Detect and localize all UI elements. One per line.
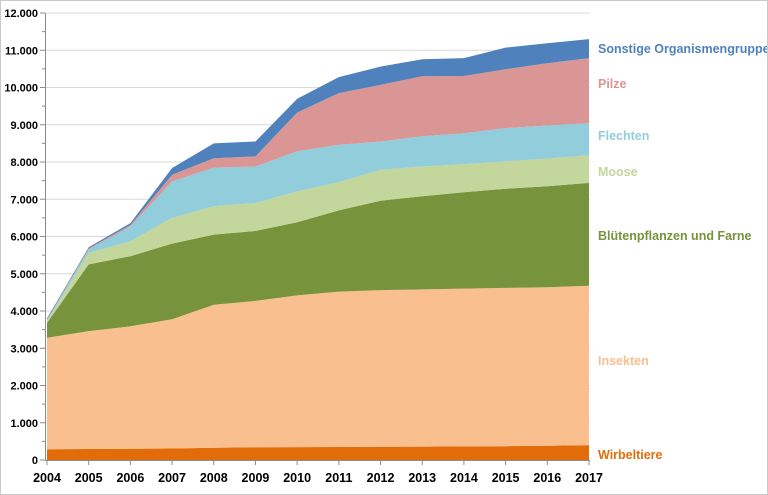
area-pilze xyxy=(47,58,589,321)
x-tick-label: 2006 xyxy=(116,471,144,485)
legend-label-insekten: Insekten xyxy=(598,354,649,368)
x-tick-label: 2008 xyxy=(200,471,228,485)
area-bl-tenpflanzen-und-farne xyxy=(47,182,589,338)
x-tick-label: 2009 xyxy=(242,471,270,485)
legend-label-pilze: Pilze xyxy=(598,77,627,91)
y-tick-label: 0 xyxy=(32,455,38,467)
x-tick-label: 2007 xyxy=(158,471,186,485)
x-tick-label: 2017 xyxy=(575,471,603,485)
y-tick-label: 6.000 xyxy=(10,232,38,244)
axes xyxy=(45,13,590,461)
area-wirbeltiere xyxy=(47,445,589,460)
x-tick-label: 2004 xyxy=(33,471,61,485)
x-tick-label: 2014 xyxy=(450,471,478,485)
x-tick-label: 2011 xyxy=(325,471,352,485)
x-tick-label: 2012 xyxy=(367,471,395,485)
x-tick-label: 2005 xyxy=(75,471,103,485)
y-tick-label: 3.000 xyxy=(10,343,38,355)
y-tick-label: 8.000 xyxy=(10,157,38,169)
y-ticks-and-labels: 0 1.000 2.000 3.000 4.000 5.000 6.000 7.000 8.00… xyxy=(4,8,45,467)
y-tick-label: 7.000 xyxy=(10,194,38,206)
x-tick-label: 2016 xyxy=(533,471,561,485)
area-flechten xyxy=(47,123,589,322)
legend-label-sonstige-organismengruppen: Sonstige Organismengruppen xyxy=(598,42,768,56)
legend-label-wirbeltiere: Wirbeltiere xyxy=(598,448,663,462)
area-series xyxy=(47,39,589,460)
area-insekten xyxy=(47,285,589,450)
y-tick-label: 12.000 xyxy=(4,8,38,20)
area-moose xyxy=(47,155,589,323)
y-tick-label: 4.000 xyxy=(10,306,38,318)
x-tick-label: 2013 xyxy=(408,471,436,485)
y-tick-label: 9.000 xyxy=(10,120,38,132)
x-tick-label: 2015 xyxy=(492,471,520,485)
legend-label-flechten: Flechten xyxy=(598,129,650,143)
legend-label-bluetenpflanzen-und-farne: Blütenpflanzen und Farne xyxy=(598,229,752,243)
area-sonstige-organismengruppen xyxy=(47,39,589,320)
x-tick-label: 2010 xyxy=(283,471,311,485)
y-tick-label: 11.000 xyxy=(5,45,38,57)
y-tick-label: 2.000 xyxy=(10,381,38,393)
y-tick-label: 10.000 xyxy=(4,83,38,95)
y-tick-label: 5.000 xyxy=(10,269,38,281)
y-tick-label: 1.000 xyxy=(10,418,38,430)
x-ticks-and-labels: 2004 2005 2006 2007 2008 2009 2010 2011 2012 2013… xyxy=(33,461,603,485)
legend-label-moose: Moose xyxy=(598,165,638,179)
